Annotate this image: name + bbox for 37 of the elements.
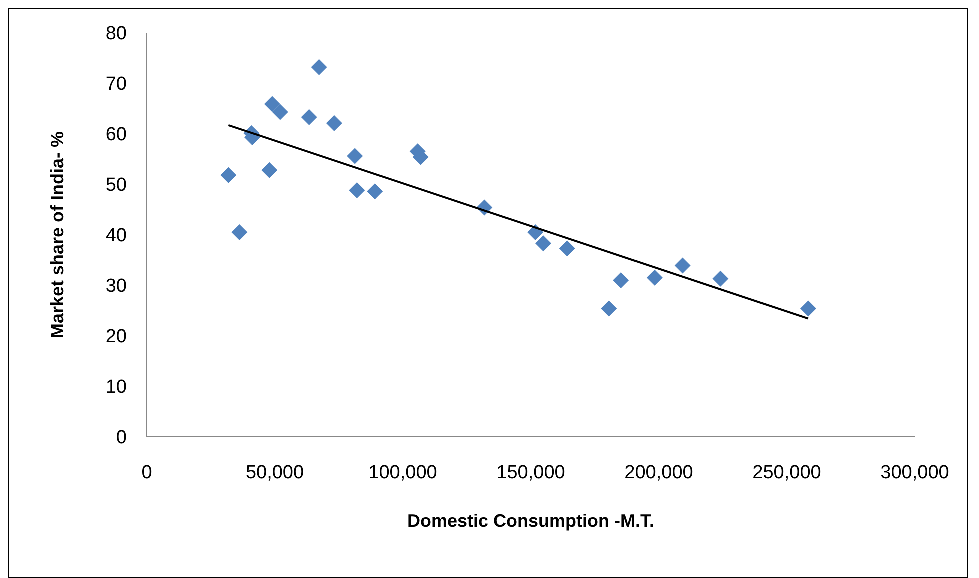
point	[674, 258, 691, 274]
point	[349, 182, 366, 199]
y-tick-label: 10	[106, 377, 127, 398]
y-tick-label: 30	[106, 276, 127, 298]
point	[613, 272, 630, 288]
point	[367, 184, 384, 200]
point	[301, 109, 318, 126]
y-tick-label: 60	[106, 124, 127, 146]
x-tick-label: 50,000	[246, 462, 304, 484]
y-tick-label: 50	[106, 175, 127, 196]
point	[800, 300, 817, 317]
y-axis-title: Market share of India- %	[47, 131, 68, 339]
x-tick-label: 250,000	[752, 462, 822, 484]
point	[311, 59, 328, 76]
x-tick-label: 150,000	[496, 462, 566, 484]
point	[272, 104, 288, 120]
x-tick-label: 300,000	[880, 462, 950, 484]
point	[559, 240, 576, 257]
y-tick-label: 40	[106, 226, 127, 247]
y-tick-label: 20	[106, 326, 127, 348]
point	[646, 270, 663, 286]
y-tick-label: 0	[116, 428, 127, 449]
point	[232, 224, 248, 240]
point	[347, 148, 364, 164]
point	[264, 96, 280, 112]
point	[220, 167, 237, 184]
point	[712, 270, 729, 287]
point	[601, 300, 618, 317]
y-tick-label: 80	[106, 24, 127, 45]
x-tick-label: 100,000	[368, 462, 438, 484]
x-tick-label: 200,000	[624, 462, 694, 484]
point	[326, 115, 342, 132]
point	[536, 236, 552, 252]
y-tick-label: 70	[106, 74, 127, 96]
point	[262, 162, 278, 178]
x-tick-label: 0	[142, 462, 152, 484]
x-axis-title: Domestic Consumption -M.T.	[408, 511, 654, 531]
